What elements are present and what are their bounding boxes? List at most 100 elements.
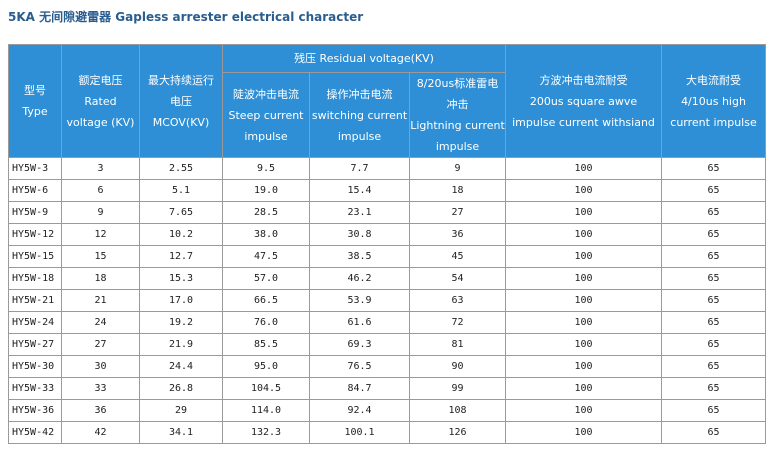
cell-high-current: 65 bbox=[661, 421, 767, 444]
cell-rated-voltage: 36 bbox=[61, 399, 140, 422]
cell-steep: 28.5 bbox=[222, 201, 310, 224]
cell-mcov: 15.3 bbox=[139, 267, 223, 290]
table-row: HY5W-9 9 7.65 28.5 23.1 27 100 65 bbox=[8, 201, 767, 224]
cell-rated-voltage: 27 bbox=[61, 333, 140, 356]
header-residual-voltage: 残压 Residual voltage(KV) bbox=[221, 44, 507, 73]
cell-type: HY5W-21 bbox=[8, 289, 62, 312]
cell-mcov: 34.1 bbox=[139, 421, 223, 444]
cell-high-current: 65 bbox=[661, 201, 767, 224]
cell-square-wave: 100 bbox=[505, 245, 663, 268]
cell-type: HY5W-30 bbox=[8, 355, 62, 378]
cell-square-wave: 100 bbox=[505, 201, 663, 224]
cell-lightning: 9 bbox=[408, 157, 507, 180]
cell-mcov: 17.0 bbox=[139, 289, 223, 312]
cell-square-wave: 100 bbox=[505, 421, 663, 444]
cell-lightning: 126 bbox=[408, 421, 507, 444]
cell-switching: 7.7 bbox=[309, 157, 410, 180]
cell-rated-voltage: 30 bbox=[61, 355, 140, 378]
cell-mcov: 29 bbox=[139, 399, 223, 422]
cell-switching: 100.1 bbox=[309, 421, 410, 444]
cell-steep: 132.3 bbox=[222, 421, 310, 444]
table-row: HY5W-21 21 17.0 66.5 53.9 63 100 65 bbox=[8, 289, 767, 312]
cell-lightning: 45 bbox=[408, 245, 507, 268]
header-steep-current: 陡波冲击电流 Steep current impulse bbox=[222, 72, 310, 158]
cell-switching: 30.8 bbox=[309, 223, 410, 246]
cell-rated-voltage: 15 bbox=[61, 245, 140, 268]
cell-type: HY5W-9 bbox=[8, 201, 62, 224]
cell-square-wave: 100 bbox=[505, 267, 663, 290]
cell-type: HY5W-15 bbox=[8, 245, 62, 268]
arrester-spec-table: 型号 Type 额定电压 Rated voltage (KV) 最大持续运行 电压 MCO… bbox=[8, 44, 767, 444]
header-square-wave: 方波冲击电流耐受 200us square awve impulse current… bbox=[505, 44, 663, 158]
cell-type: HY5W-12 bbox=[8, 223, 62, 246]
cell-mcov: 10.2 bbox=[139, 223, 223, 246]
page-title: 5KA 无间隙避雷器 Gapless arrester electrical c… bbox=[8, 10, 364, 24]
cell-square-wave: 100 bbox=[505, 223, 663, 246]
cell-switching: 15.4 bbox=[309, 179, 410, 202]
header-switching-current: 操作冲击电流 switching current impulse bbox=[309, 72, 410, 158]
table-row: HY5W-36 36 29 114.0 92.4 108 100 65 bbox=[8, 399, 767, 422]
cell-lightning: 108 bbox=[408, 399, 507, 422]
cell-mcov: 19.2 bbox=[139, 311, 223, 334]
cell-mcov: 24.4 bbox=[139, 355, 223, 378]
cell-lightning: 18 bbox=[408, 179, 507, 202]
cell-steep: 95.0 bbox=[222, 355, 310, 378]
cell-lightning: 63 bbox=[408, 289, 507, 312]
cell-mcov: 2.55 bbox=[139, 157, 223, 180]
cell-steep: 85.5 bbox=[222, 333, 310, 356]
cell-lightning: 99 bbox=[408, 377, 507, 400]
cell-mcov: 12.7 bbox=[139, 245, 223, 268]
cell-lightning: 36 bbox=[408, 223, 507, 246]
cell-square-wave: 100 bbox=[505, 289, 663, 312]
cell-lightning: 90 bbox=[408, 355, 507, 378]
cell-high-current: 65 bbox=[661, 267, 767, 290]
cell-steep: 104.5 bbox=[222, 377, 310, 400]
cell-mcov: 21.9 bbox=[139, 333, 223, 356]
cell-type: HY5W-24 bbox=[8, 311, 62, 334]
cell-switching: 23.1 bbox=[309, 201, 410, 224]
cell-rated-voltage: 3 bbox=[61, 157, 140, 180]
cell-high-current: 65 bbox=[661, 333, 767, 356]
cell-square-wave: 100 bbox=[505, 157, 663, 180]
header-rated-voltage: 额定电压 Rated voltage (KV) bbox=[61, 44, 140, 158]
table-row: HY5W-12 12 10.2 38.0 30.8 36 100 65 bbox=[8, 223, 767, 246]
header-high-current: 大电流耐受 4/10us high current impulse bbox=[661, 44, 767, 158]
table-row: HY5W-3 3 2.55 9.5 7.7 9 100 65 bbox=[8, 157, 767, 180]
cell-type: HY5W-6 bbox=[8, 179, 62, 202]
cell-square-wave: 100 bbox=[505, 179, 663, 202]
cell-switching: 84.7 bbox=[309, 377, 410, 400]
cell-rated-voltage: 33 bbox=[61, 377, 140, 400]
table-row: HY5W-33 33 26.8 104.5 84.7 99 100 65 bbox=[8, 377, 767, 400]
header-lightning-current: 8/20us标准雷电 冲击 Lightning current impulse bbox=[408, 72, 507, 158]
cell-steep: 9.5 bbox=[222, 157, 310, 180]
cell-rated-voltage: 9 bbox=[61, 201, 140, 224]
table-row: HY5W-24 24 19.2 76.0 61.6 72 100 65 bbox=[8, 311, 767, 334]
cell-square-wave: 100 bbox=[505, 333, 663, 356]
cell-rated-voltage: 42 bbox=[61, 421, 140, 444]
cell-type: HY5W-42 bbox=[8, 421, 62, 444]
cell-type: HY5W-3 bbox=[8, 157, 62, 180]
cell-switching: 92.4 bbox=[309, 399, 410, 422]
cell-mcov: 26.8 bbox=[139, 377, 223, 400]
cell-rated-voltage: 6 bbox=[61, 179, 140, 202]
cell-switching: 53.9 bbox=[309, 289, 410, 312]
cell-lightning: 27 bbox=[408, 201, 507, 224]
cell-mcov: 7.65 bbox=[139, 201, 223, 224]
cell-high-current: 65 bbox=[661, 223, 767, 246]
table-row: HY5W-6 6 5.1 19.0 15.4 18 100 65 bbox=[8, 179, 767, 202]
table-body: HY5W-3 3 2.55 9.5 7.7 9 100 65 HY5W-6 6 5.1 19.0 15… bbox=[8, 157, 767, 444]
cell-square-wave: 100 bbox=[505, 355, 663, 378]
cell-rated-voltage: 12 bbox=[61, 223, 140, 246]
cell-switching: 61.6 bbox=[309, 311, 410, 334]
cell-high-current: 65 bbox=[661, 311, 767, 334]
cell-switching: 69.3 bbox=[309, 333, 410, 356]
header-mcov: 最大持续运行 电压 MCOV(KV) bbox=[139, 44, 223, 158]
cell-steep: 66.5 bbox=[222, 289, 310, 312]
cell-high-current: 65 bbox=[661, 355, 767, 378]
cell-mcov: 5.1 bbox=[139, 179, 223, 202]
cell-square-wave: 100 bbox=[505, 377, 663, 400]
cell-switching: 38.5 bbox=[309, 245, 410, 268]
cell-switching: 46.2 bbox=[309, 267, 410, 290]
header-type: 型号 Type bbox=[8, 44, 62, 158]
cell-rated-voltage: 18 bbox=[61, 267, 140, 290]
